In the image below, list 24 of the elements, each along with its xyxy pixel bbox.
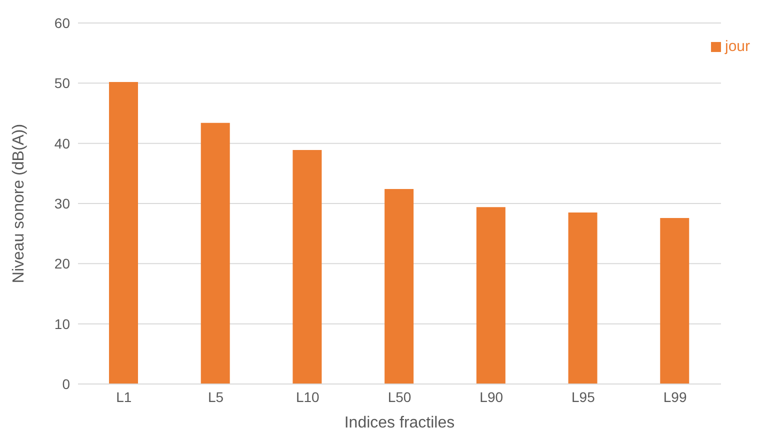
bar	[292, 150, 322, 384]
x-tick-label: L90	[480, 388, 504, 405]
y-tick-label: 30	[54, 195, 70, 212]
bar	[200, 122, 230, 384]
y-tick-label: 40	[54, 135, 70, 152]
bar	[476, 207, 506, 384]
x-tick-label: L99	[663, 388, 687, 405]
x-tick-label: L5	[208, 388, 224, 405]
y-axis-title: Niveau sonore (dB(A))	[10, 124, 28, 284]
bar	[109, 82, 138, 384]
y-tick-label: 20	[54, 256, 70, 272]
x-tick-label: L50	[388, 388, 412, 405]
bar	[384, 189, 414, 384]
y-tick-label: 0	[62, 376, 70, 392]
y-tick-label: 60	[54, 14, 70, 31]
x-tick-label: L1	[116, 388, 132, 405]
x-tick-label: L10	[296, 388, 320, 405]
x-axis-title: Indices fractiles	[344, 414, 455, 432]
bar	[660, 218, 690, 384]
y-tick-label: 50	[54, 75, 70, 92]
bar	[568, 212, 598, 384]
x-tick-label: L95	[572, 388, 596, 405]
legend-label: jour	[724, 38, 750, 55]
y-tick-label: 10	[54, 316, 70, 332]
